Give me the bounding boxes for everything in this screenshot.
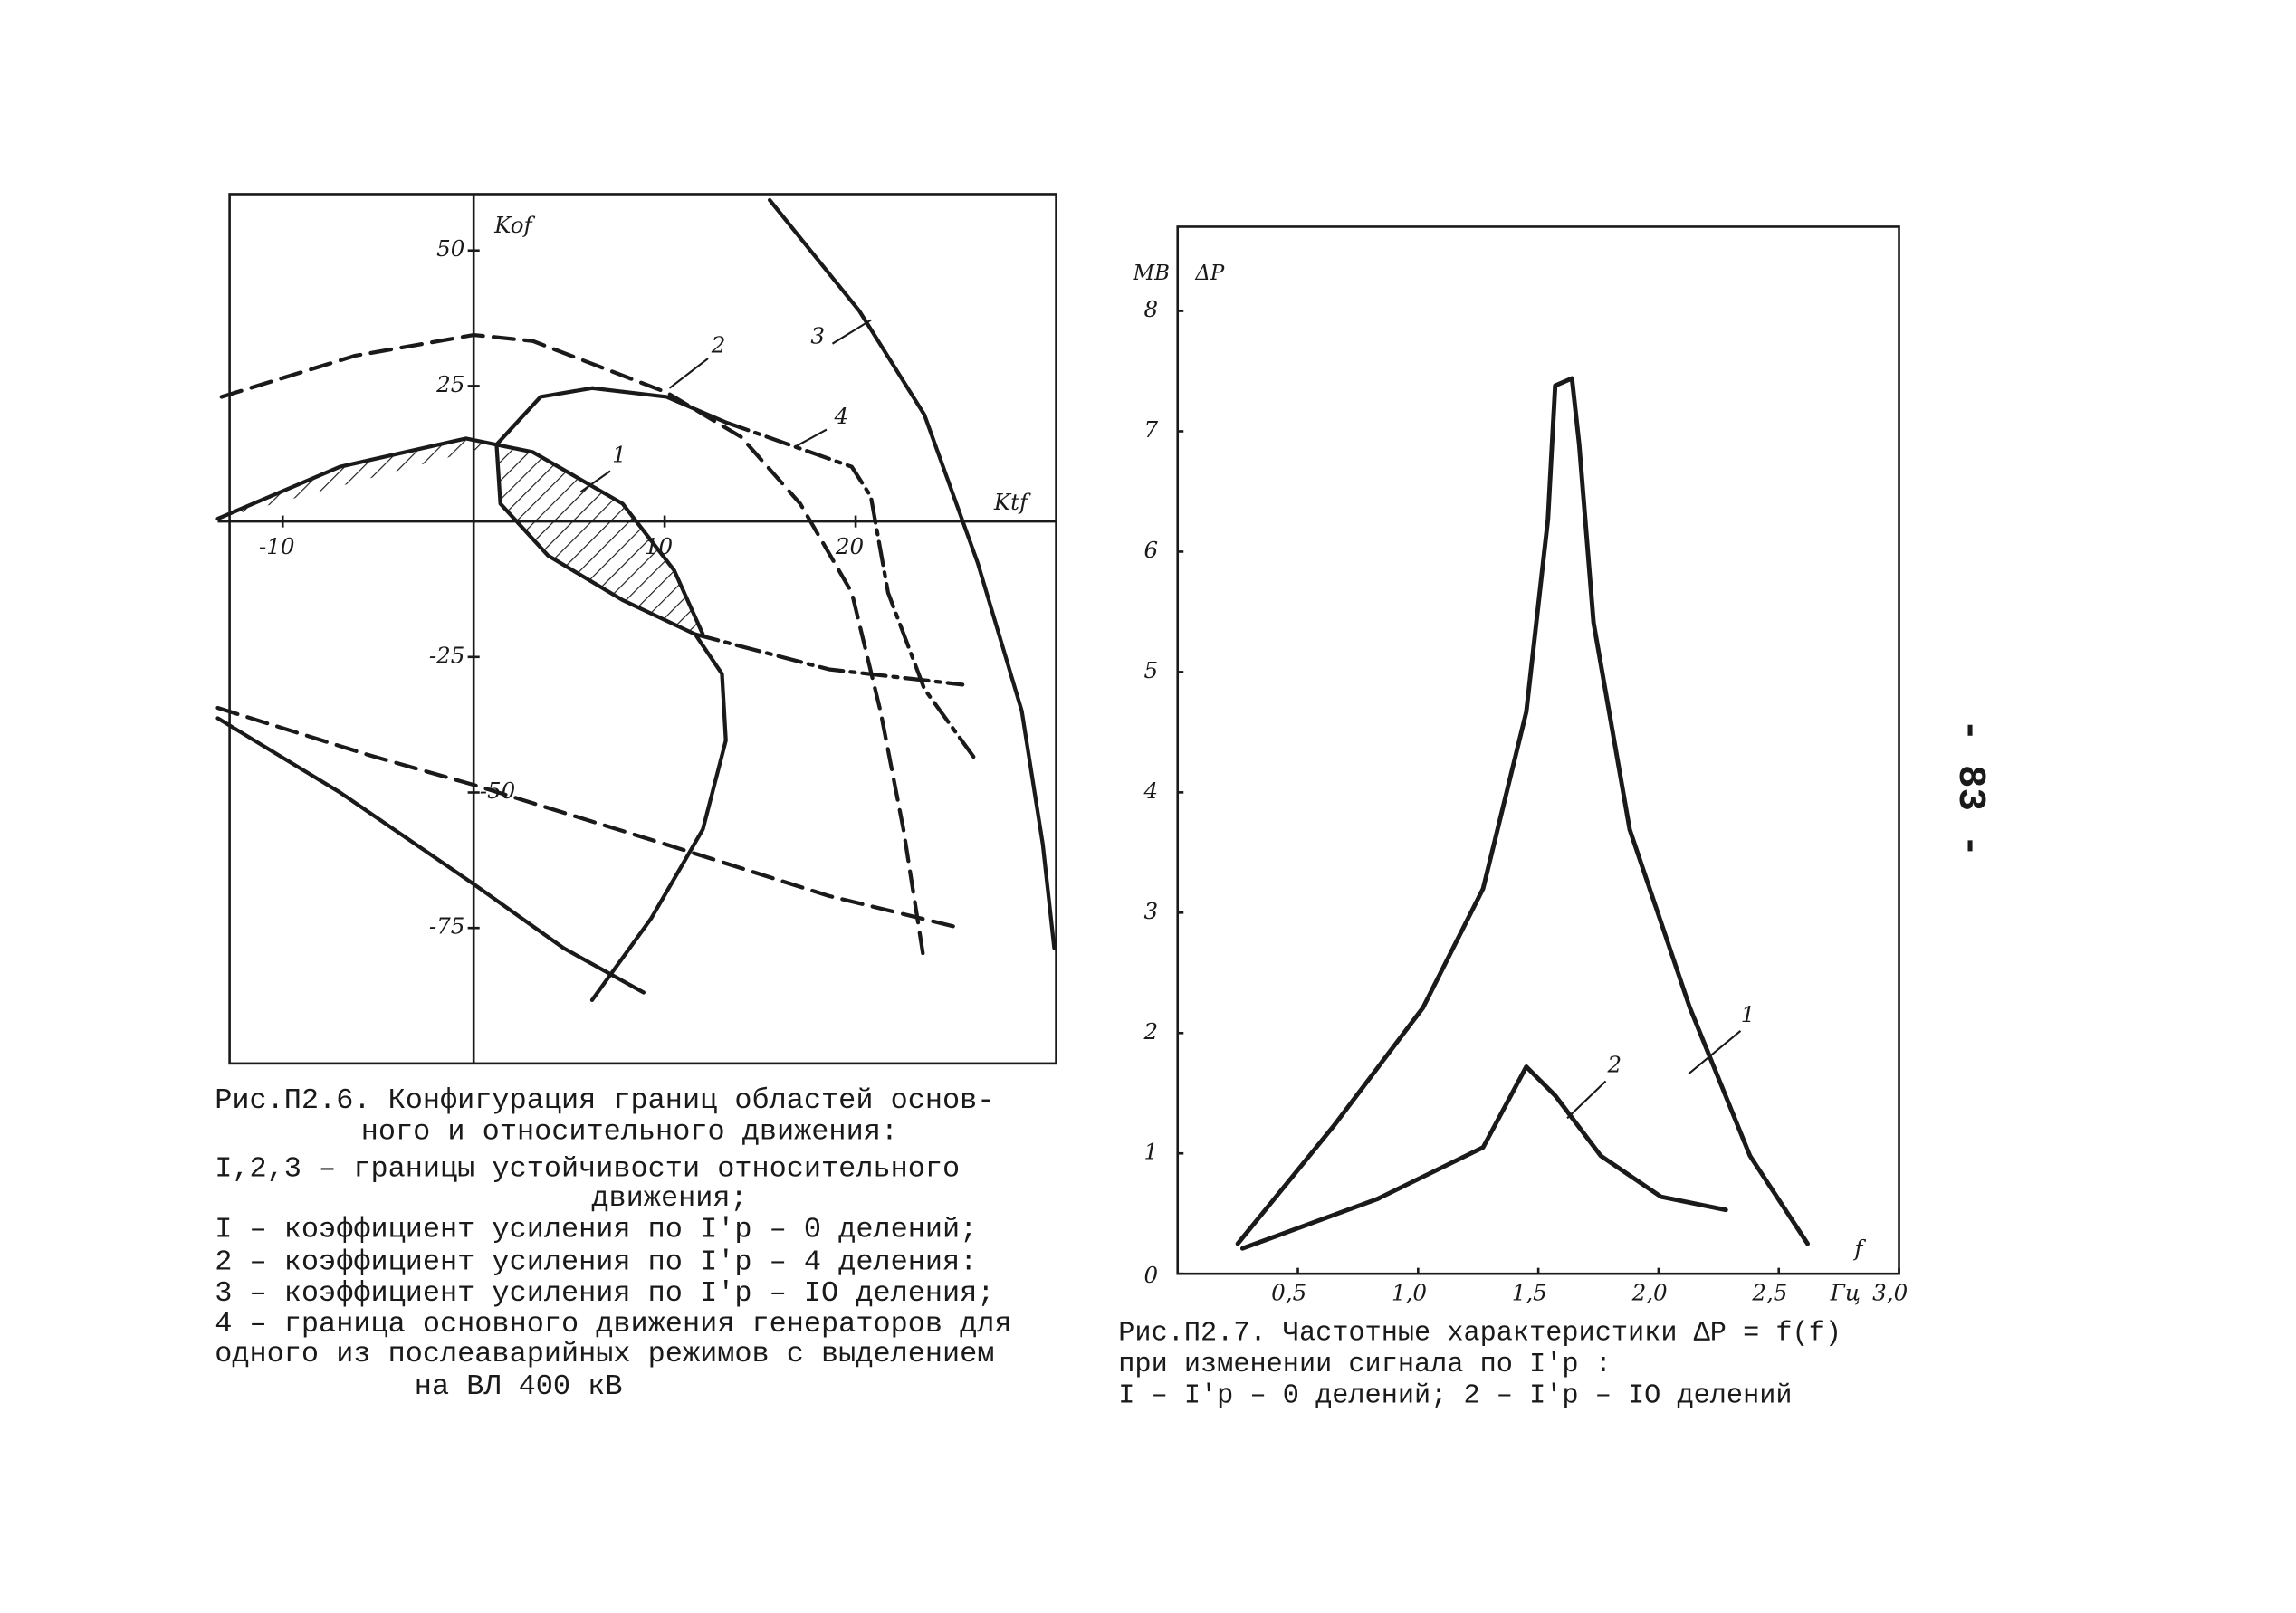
x-axis-label: Ktf [993,489,1031,515]
curve [768,197,1057,950]
caption-line: Рис.П2.6. Конфигурация границ областей о… [215,1083,994,1117]
x-unit-label: Гц [1830,1280,1861,1306]
y-tick-label: 4 [1143,778,1158,804]
curve [215,716,646,995]
curve-label: 4 [834,403,849,429]
x-tick-label: 0,5 [1271,1280,1306,1306]
curve [494,386,728,1002]
caption-line: 2 – коэффициент усиления по I′p – 4 деле… [215,1246,977,1279]
caption-line: на ВЛ 400 кВ [415,1370,623,1403]
plot-frame [1176,225,1900,1275]
x-tick-label: 20 [835,533,864,559]
x-tick-label: 1,0 [1392,1280,1427,1306]
x-tick-label: 3,0 [1872,1280,1908,1306]
leader-line [831,319,872,345]
curve [1235,376,1811,1246]
hatched-region [217,438,703,635]
y-tick-label: 50 [436,235,464,262]
curve [723,420,981,765]
caption-line: одного из послеаварийных режимов с выдел… [215,1337,994,1370]
x-tick-label: 2,5 [1751,1280,1787,1306]
leader-line [668,358,709,389]
curve-label: 3 [810,323,825,349]
caption-line: I,2,3 – границы устойчивости относительн… [215,1151,960,1185]
x-axis-label: f [1852,1236,1866,1262]
y-axis-label: Kof [493,212,535,238]
curve [215,705,965,931]
y-axis-label: ΔP [1194,262,1225,285]
caption-line: I – коэффициент усиления по I′p – 0 деле… [215,1213,977,1246]
y-tick-label: 1 [1143,1139,1158,1165]
curve-label: 1 [612,442,627,468]
y-tick-label: 3 [1143,898,1158,924]
x-tick-label: 2,0 [1631,1280,1668,1306]
caption-line: 4 – граница основного движения генератор… [215,1307,1011,1341]
y-tick-label: 8 [1143,296,1158,322]
plot-frame [228,193,1057,1065]
y-tick-label: -25 [429,642,465,668]
y-tick-label: 2 [1143,1018,1158,1045]
curve-label: 2 [711,331,726,358]
y-tick-label: 5 [1143,657,1158,683]
curve [1239,1064,1728,1251]
curve [219,332,927,965]
x-tick-label: 1,5 [1512,1280,1547,1306]
y-tick-label: 25 [435,371,464,397]
curve-label: 2 [1607,1052,1622,1078]
y-tick-label: -75 [429,913,465,940]
leader-line [793,428,828,449]
x-tick-label: -10 [259,533,295,559]
curve [215,436,705,636]
caption-line: при изменении сигнала по I′p : [1118,1350,1612,1380]
leader-line [1566,1080,1607,1120]
curve [693,632,965,687]
leader-line [1688,1030,1742,1075]
caption-line: движения; [591,1181,747,1215]
caption-line: I – I′p – 0 делений; 2 – I′p – IO делени… [1118,1380,1792,1411]
y-unit-label: МВ [1133,262,1170,285]
leader-line [579,470,611,493]
curve-label: 1 [1741,1001,1755,1027]
y-tick-label: 6 [1143,537,1158,563]
y-tick-label: 7 [1143,416,1158,443]
page-number: - 83 - [1948,719,1992,857]
caption-line: 3 – коэффициент усиления по I′p – IO дел… [215,1276,994,1310]
y-tick-label: 0 [1143,1262,1158,1288]
caption-line: Рис.П2.7. Частотные характеристики ΔP = … [1118,1319,1842,1350]
caption-line: ного и относительного движения: [361,1115,898,1149]
